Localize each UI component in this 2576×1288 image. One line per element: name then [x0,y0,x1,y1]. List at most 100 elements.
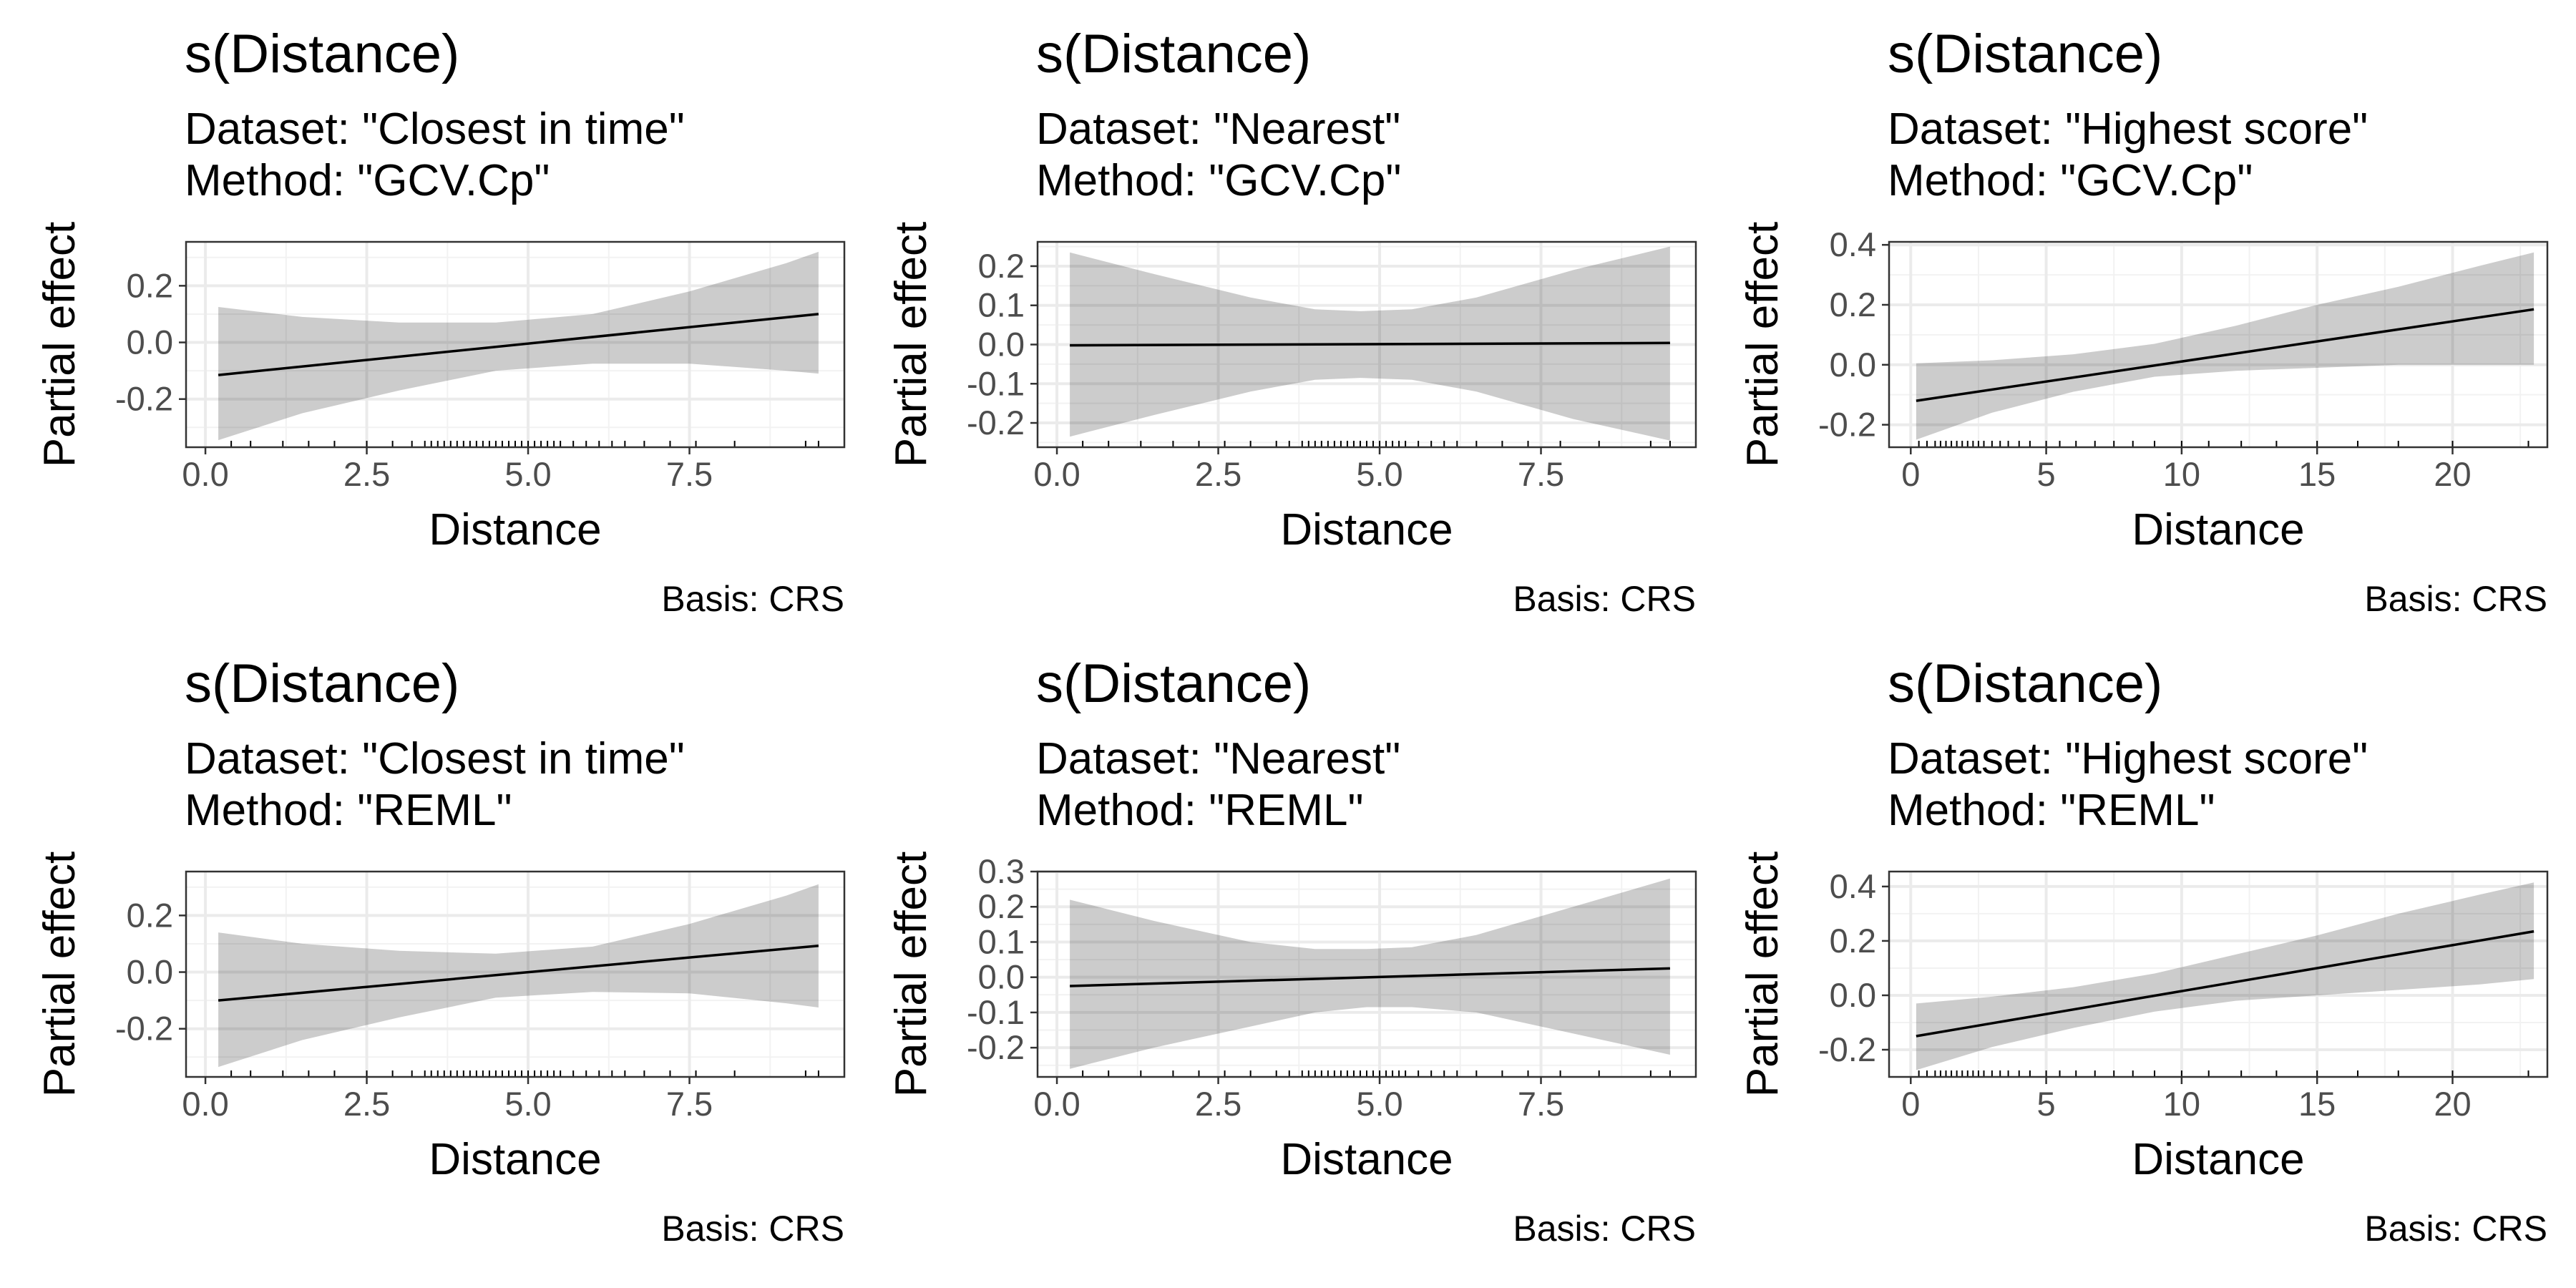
plot-panel: s(Distance) Dataset: "Closest in time" Met… [0,0,852,630]
panel-caption: Basis: CRS [661,579,844,619]
panel-title: s(Distance) [185,653,460,714]
y-tick-label: 0.2 [127,266,173,304]
x-tick-label: 2.5 [1195,455,1241,493]
plot-border [1888,870,2549,1078]
fitted-line [1070,341,1670,347]
plot-svg: 0 5 10 15 20 -0.2 0.0 0.2 0.4 Distance Partial eff… [1738,852,2549,1184]
y-tick-label: 0.0 [1830,346,1876,384]
x-tick-label: 5.0 [1356,1085,1402,1123]
y-tick-label: -0.2 [967,404,1025,441]
x-tick-label: 20 [2434,455,2471,493]
plot-svg: 0 5 10 15 20 -0.2 0.0 0.2 0.4 Distance Partial eff… [1738,222,2549,555]
x-axis-title: Distance [2132,1135,2304,1184]
x-tick-label: 5.0 [504,1085,551,1123]
plot-border [1036,870,1697,1078]
fitted-line [1070,967,1670,987]
plot-panel: s(Distance) Dataset: "Nearest" Method: "RE… [852,630,1703,1259]
x-tick-label: 2.5 [343,455,390,493]
panel-subtitle-method: Method: "REML" [1888,786,2215,835]
y-tick-label: 0.2 [1830,286,1876,323]
y-tick-label: 0.0 [127,953,173,991]
plot-panel: s(Distance) Dataset: "Nearest" Method: "GC… [852,0,1703,630]
y-tick-label: -0.2 [115,380,173,418]
y-tick-label: 0.1 [978,922,1025,960]
panel-title: s(Distance) [1036,653,1312,714]
y-tick-label: 0.3 [978,852,1025,890]
x-axis-title: Distance [429,1135,601,1184]
confidence-band [1916,882,2534,1070]
y-tick-label: 0.0 [1830,976,1876,1014]
y-axis-title: Partial effect [887,222,936,467]
panel-subtitle-dataset: Dataset: "Closest in time" [185,104,685,154]
plot-panel: s(Distance) Dataset: "Closest in time" Met… [0,630,852,1259]
x-axis-title: Distance [2132,505,2304,555]
panel-caption: Basis: CRS [2364,1209,2547,1249]
x-tick-label: 20 [2434,1085,2471,1123]
confidence-band [218,251,819,441]
y-axis-title: Partial effect [35,852,84,1097]
x-tick-label: 5 [2037,455,2056,493]
x-tick-label: 7.5 [666,455,713,493]
x-axis-title: Distance [1280,1135,1453,1184]
panel-subtitle-method: Method: "REML" [1036,786,1364,835]
plot-border [185,240,846,449]
panel-subtitle-dataset: Dataset: "Nearest" [1036,734,1401,784]
x-tick-label: 5 [2037,1085,2056,1123]
plot-svg: 0.0 2.5 5.0 7.5-0.2-0.10.00.10.20.3Distance… [887,852,1697,1184]
y-tick-label: 0.2 [978,887,1025,925]
plot-border [1888,240,2549,449]
y-tick-label: -0.1 [967,993,1025,1031]
plot-panel: s(Distance) Dataset: "Highest score" Metho… [1703,0,2555,630]
fitted-line [1916,308,2534,402]
x-tick-label: 7.5 [666,1085,713,1123]
x-tick-label: 5.0 [504,455,551,493]
confidence-band [218,884,819,1068]
y-tick-label: 0.1 [978,286,1025,324]
y-tick-label: -0.2 [1818,406,1876,444]
x-tick-label: 0 [1901,455,1920,493]
panel-caption: Basis: CRS [1513,579,1696,619]
x-tick-label: 2.5 [343,1085,390,1123]
y-tick-label: 0.0 [978,326,1025,364]
y-tick-label: -0.2 [967,1028,1025,1066]
x-axis-title: Distance [429,505,601,555]
panel-title: s(Distance) [1888,24,2163,84]
y-tick-label: 0.2 [1830,922,1876,960]
plot-border [185,870,846,1078]
confidence-band [1070,878,1670,1069]
panel-subtitle-dataset: Dataset: "Closest in time" [185,734,685,784]
x-tick-label: 7.5 [1518,455,1564,493]
y-axis-title: Partial effect [887,852,936,1097]
panel-caption: Basis: CRS [1513,1209,1696,1249]
y-tick-label: 0.2 [127,896,173,934]
y-tick-label: -0.1 [967,364,1025,402]
confidence-band [1916,252,2534,440]
fitted-line [218,313,819,376]
panel-subtitle-method: Method: "REML" [185,786,512,835]
panel-subtitle-method: Method: "GCV.Cp" [185,156,550,205]
y-tick-label: 0.0 [978,958,1025,996]
x-tick-label: 0.0 [1033,1085,1080,1123]
y-tick-label: 0.4 [1830,867,1876,905]
y-axis-title: Partial effect [1738,852,1787,1097]
y-tick-label: -0.2 [115,1010,173,1048]
y-axis-title: Partial effect [35,222,84,467]
plot-background [1889,872,2547,1077]
x-tick-label: 5.0 [1356,455,1402,493]
y-tick-label: 0.4 [1830,225,1876,263]
panel-subtitle-method: Method: "GCV.Cp" [1036,156,1402,205]
plot-svg: 0.0 2.5 5.0 7.5-0.2-0.10.00.10.2DistancePar… [887,222,1697,555]
panel-title: s(Distance) [1036,24,1312,84]
x-axis-title: Distance [1280,505,1453,555]
panel-title: s(Distance) [1888,653,2163,714]
panel-caption: Basis: CRS [661,1209,844,1249]
fitted-line [218,944,819,1002]
panel-subtitle-dataset: Dataset: "Highest score" [1888,734,2368,784]
x-tick-label: 0 [1901,1085,1920,1123]
y-tick-label: 0.2 [978,247,1025,285]
panel-title: s(Distance) [185,24,460,84]
fitted-line [1916,930,2534,1038]
x-tick-label: 7.5 [1518,1085,1564,1123]
